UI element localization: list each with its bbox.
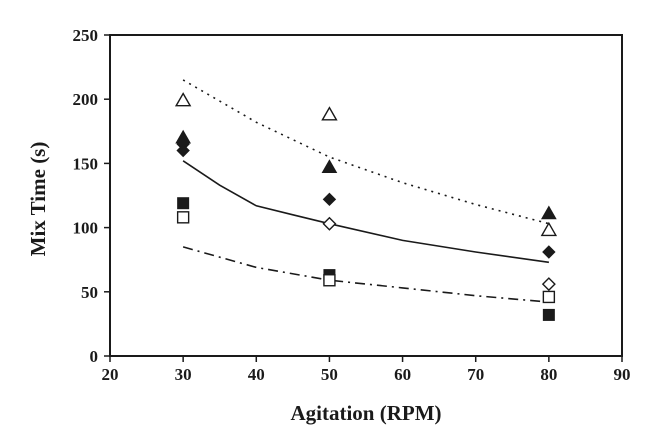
x-tick-label: 30 [175,365,192,384]
open-triangle-point [321,106,338,121]
open-diamond-point [541,277,556,292]
x-tick-label: 50 [321,365,338,384]
y-tick-label: 0 [90,347,99,366]
x-tick-label: 60 [394,365,411,384]
y-axis-title: Mix Time (s) [26,142,50,257]
filled-triangle-point [540,205,557,220]
open-diamond-point [322,216,337,231]
x-tick-label: 20 [102,365,119,384]
y-tick-label: 200 [73,90,99,109]
x-tick-label: 90 [614,365,631,384]
y-tick-label: 250 [73,26,99,45]
filled-square-point [177,197,190,210]
filled-diamond-point [542,245,556,259]
trend-lines-group [182,79,550,303]
open-square-point [542,290,556,304]
trend-line-dotted [182,79,550,225]
y-tick-label: 50 [81,283,98,302]
filled-triangle-point [321,159,338,174]
y-tick-label: 150 [73,154,99,173]
x-tick-label: 40 [248,365,265,384]
open-square-point [176,211,190,224]
x-tick-label: 80 [540,365,557,384]
x-axis-title: Agitation (RPM) [290,401,441,425]
x-tick-label: 70 [467,365,484,384]
plot-frame [109,34,623,357]
open-triangle-point [174,92,192,107]
trend-line-solid [182,160,550,264]
trend-line-dash-dot [182,246,549,303]
open-triangle-point [540,221,558,237]
axes-group [109,34,623,357]
filled-square-point [542,308,555,321]
ticks-group: 20 30 40 50 60 70 80 90 0 50 100 150 200 250 [73,26,631,384]
data-points-group [174,92,558,321]
filled-diamond-point [176,143,190,158]
filled-diamond-point [322,192,337,207]
open-square-point [323,274,336,287]
y-tick-label: 100 [73,219,99,238]
